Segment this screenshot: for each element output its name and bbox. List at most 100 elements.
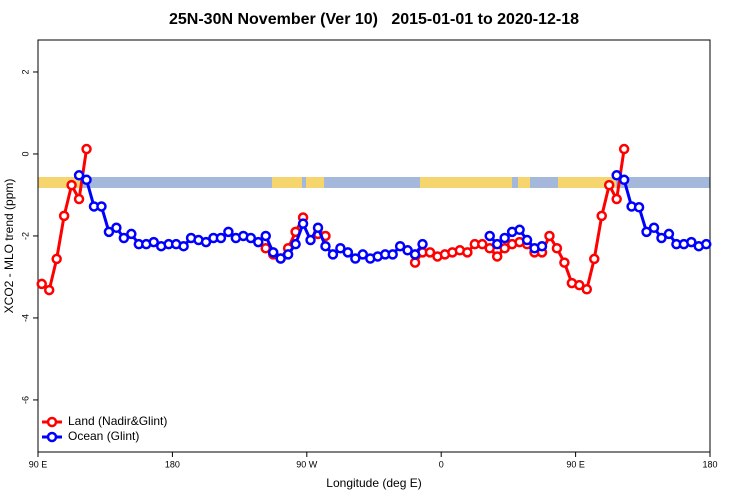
land-band bbox=[518, 177, 530, 188]
land-band bbox=[558, 177, 616, 188]
series-point bbox=[417, 238, 428, 250]
series-point bbox=[618, 174, 630, 186]
land-band bbox=[306, 177, 324, 188]
series-point bbox=[603, 179, 615, 191]
series-point bbox=[215, 232, 227, 244]
series-point bbox=[536, 240, 548, 252]
series-point bbox=[491, 238, 503, 250]
series-point bbox=[118, 232, 130, 244]
series-point bbox=[253, 236, 264, 248]
chart-title: 25N-30N November (Ver 10) 2015-01-01 to … bbox=[169, 11, 579, 28]
series-point bbox=[51, 253, 62, 265]
series-point bbox=[275, 253, 286, 264]
legend-marker bbox=[46, 431, 58, 443]
series-point bbox=[409, 249, 421, 260]
x-tick-label: 90 W bbox=[296, 459, 318, 469]
series-point bbox=[648, 222, 660, 234]
series-point bbox=[126, 228, 137, 240]
y-axis-label: XCO2 - MLO trend (ppm) bbox=[2, 179, 16, 314]
series-point bbox=[342, 247, 354, 258]
series-point bbox=[267, 247, 279, 258]
series-point bbox=[36, 278, 47, 290]
series-point bbox=[320, 240, 331, 252]
x-tick-label: 180 bbox=[702, 459, 717, 469]
series-point bbox=[350, 253, 361, 264]
y-tick-label: 0 bbox=[20, 151, 30, 156]
series-point bbox=[305, 234, 316, 246]
series-point bbox=[312, 222, 324, 234]
series-point bbox=[701, 238, 712, 250]
series-point bbox=[477, 238, 488, 250]
series-point bbox=[297, 218, 309, 229]
series-point bbox=[589, 253, 600, 265]
y-tick-label: 2 bbox=[20, 69, 30, 74]
series-point bbox=[402, 245, 413, 256]
series-point bbox=[260, 230, 271, 242]
land-ocean-band bbox=[38, 177, 710, 188]
series-point bbox=[499, 232, 510, 244]
y-tick-label: -6 bbox=[20, 396, 30, 404]
series-point bbox=[245, 232, 257, 244]
series-point bbox=[387, 249, 398, 260]
series-point bbox=[111, 222, 122, 234]
series-point bbox=[484, 230, 495, 242]
series-point bbox=[462, 247, 473, 258]
series-point bbox=[223, 226, 234, 238]
series-point bbox=[43, 284, 55, 296]
x-tick-label: 180 bbox=[165, 459, 180, 469]
x-axis-label: Longitude (deg E) bbox=[326, 476, 421, 490]
series-point bbox=[335, 243, 346, 254]
series-point bbox=[611, 193, 622, 205]
series-point bbox=[559, 257, 570, 268]
series-point bbox=[200, 236, 212, 248]
series-point bbox=[58, 210, 70, 222]
series-point bbox=[424, 247, 436, 258]
series-point bbox=[66, 179, 77, 191]
series-line bbox=[413, 148, 626, 292]
series-point bbox=[656, 232, 667, 244]
series-point bbox=[357, 249, 369, 260]
series-point bbox=[551, 243, 563, 254]
series-point bbox=[73, 193, 85, 205]
ocean-band bbox=[38, 177, 710, 188]
x-tick-label: 0 bbox=[439, 459, 444, 469]
land-band bbox=[272, 177, 302, 188]
y-tick-label: -2 bbox=[20, 232, 30, 240]
land-band bbox=[38, 177, 82, 188]
x-tick-label: 90 E bbox=[566, 459, 585, 469]
series-point bbox=[663, 228, 675, 240]
series-point bbox=[484, 243, 495, 254]
series-point bbox=[686, 236, 697, 248]
series-point bbox=[618, 143, 630, 155]
series-point bbox=[394, 240, 406, 252]
legend-label: Land (Nadir&Glint) bbox=[68, 414, 167, 428]
series-point bbox=[282, 249, 294, 260]
series-point bbox=[81, 143, 92, 155]
series-point bbox=[103, 226, 115, 238]
series-point bbox=[596, 210, 607, 222]
series-point bbox=[499, 243, 510, 254]
series-point bbox=[514, 224, 525, 236]
series-point bbox=[148, 236, 159, 248]
series-point bbox=[633, 202, 645, 213]
land-band bbox=[420, 177, 512, 188]
series-point bbox=[178, 240, 189, 252]
series-point bbox=[521, 234, 533, 246]
series-point bbox=[409, 257, 421, 268]
legend-marker bbox=[46, 416, 58, 428]
series-point bbox=[574, 279, 585, 291]
series-point bbox=[641, 226, 652, 238]
series-point bbox=[96, 201, 107, 212]
series-point bbox=[611, 170, 622, 181]
series-point bbox=[491, 251, 503, 262]
series-point bbox=[581, 283, 593, 295]
legend-label: Ocean (Glint) bbox=[68, 429, 139, 443]
y-tick-label: -4 bbox=[20, 314, 30, 322]
series-point bbox=[327, 249, 339, 260]
x-tick-label: 90 E bbox=[29, 459, 48, 469]
series-point bbox=[81, 174, 92, 186]
series-point bbox=[73, 170, 85, 181]
series-point bbox=[290, 238, 301, 250]
series-point bbox=[544, 230, 555, 242]
